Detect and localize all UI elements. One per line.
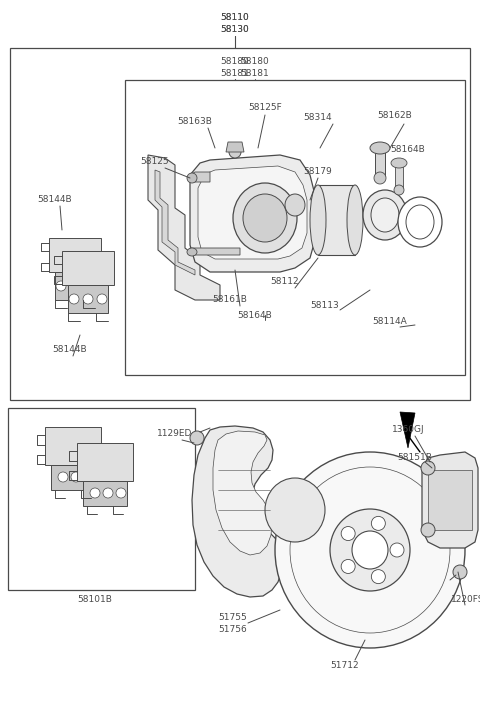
Ellipse shape <box>370 142 390 154</box>
Text: 58164B: 58164B <box>391 146 425 155</box>
Text: 58164B: 58164B <box>238 310 272 320</box>
Polygon shape <box>422 452 478 548</box>
Text: 58125: 58125 <box>141 158 169 167</box>
Text: 58144B: 58144B <box>53 346 87 354</box>
Ellipse shape <box>394 185 404 195</box>
Text: 1129ED: 1129ED <box>157 429 192 438</box>
Ellipse shape <box>56 281 66 291</box>
Ellipse shape <box>374 172 386 184</box>
Polygon shape <box>83 481 127 506</box>
Polygon shape <box>55 272 95 300</box>
Text: 58112: 58112 <box>271 278 300 286</box>
Polygon shape <box>68 285 108 313</box>
Ellipse shape <box>90 488 100 498</box>
Polygon shape <box>190 248 240 255</box>
Polygon shape <box>148 155 220 300</box>
Text: 51755: 51755 <box>218 614 247 622</box>
Ellipse shape <box>229 146 241 158</box>
Ellipse shape <box>363 190 407 240</box>
Polygon shape <box>226 142 244 152</box>
Polygon shape <box>190 172 210 182</box>
Polygon shape <box>51 465 95 490</box>
Polygon shape <box>428 470 472 530</box>
Ellipse shape <box>190 431 204 445</box>
Ellipse shape <box>330 509 410 591</box>
Text: 58180: 58180 <box>240 57 269 66</box>
Ellipse shape <box>84 472 94 482</box>
Text: 51712: 51712 <box>331 660 360 670</box>
Polygon shape <box>198 166 307 259</box>
Bar <box>125 80 465 375</box>
Polygon shape <box>77 443 133 481</box>
Text: 58179: 58179 <box>304 168 332 177</box>
Ellipse shape <box>310 185 326 255</box>
Polygon shape <box>318 185 355 255</box>
Ellipse shape <box>371 198 399 232</box>
Ellipse shape <box>233 183 297 253</box>
Ellipse shape <box>275 452 465 648</box>
Ellipse shape <box>347 185 363 255</box>
Text: 58181: 58181 <box>221 69 250 78</box>
Polygon shape <box>190 155 315 272</box>
Text: 58101B: 58101B <box>78 595 112 604</box>
Ellipse shape <box>187 248 197 256</box>
Text: 58162B: 58162B <box>378 112 412 120</box>
Text: 58114A: 58114A <box>372 317 408 327</box>
Ellipse shape <box>421 461 435 475</box>
Ellipse shape <box>341 527 355 541</box>
Bar <box>8 408 195 590</box>
Ellipse shape <box>83 294 93 304</box>
Ellipse shape <box>69 294 79 304</box>
Ellipse shape <box>243 194 287 242</box>
Text: 58110: 58110 <box>221 13 250 23</box>
Ellipse shape <box>103 488 113 498</box>
Ellipse shape <box>372 570 385 584</box>
Polygon shape <box>395 163 403 190</box>
Polygon shape <box>213 431 272 555</box>
Ellipse shape <box>421 523 435 537</box>
Text: 58180: 58180 <box>221 57 250 66</box>
Ellipse shape <box>285 194 305 216</box>
Polygon shape <box>45 427 101 465</box>
Text: 58181: 58181 <box>240 69 269 78</box>
Ellipse shape <box>116 488 126 498</box>
Text: 58161B: 58161B <box>213 296 247 305</box>
Ellipse shape <box>453 565 467 579</box>
Text: 1360GJ: 1360GJ <box>392 426 424 435</box>
Text: 58314: 58314 <box>304 114 332 122</box>
Ellipse shape <box>398 197 442 247</box>
Polygon shape <box>155 170 195 275</box>
Ellipse shape <box>70 281 80 291</box>
Text: 1220FS: 1220FS <box>451 595 480 604</box>
Ellipse shape <box>265 478 325 542</box>
Ellipse shape <box>390 543 404 557</box>
Ellipse shape <box>84 281 94 291</box>
Ellipse shape <box>58 472 68 482</box>
Text: 58151B: 58151B <box>397 453 432 462</box>
Ellipse shape <box>372 516 385 530</box>
Text: 58110: 58110 <box>221 13 250 23</box>
Ellipse shape <box>391 158 407 168</box>
Ellipse shape <box>71 472 81 482</box>
Text: 58130: 58130 <box>221 25 250 35</box>
Polygon shape <box>375 148 385 178</box>
Text: 58163B: 58163B <box>178 117 213 127</box>
Ellipse shape <box>97 294 107 304</box>
Text: 58113: 58113 <box>311 300 339 310</box>
Text: 58130: 58130 <box>221 25 250 35</box>
Text: 51756: 51756 <box>218 626 247 634</box>
Polygon shape <box>192 426 283 597</box>
Text: 58125F: 58125F <box>248 103 282 112</box>
Ellipse shape <box>352 531 388 569</box>
Bar <box>10 48 470 400</box>
Polygon shape <box>49 238 101 272</box>
Ellipse shape <box>187 173 197 183</box>
Text: 58144B: 58144B <box>38 196 72 204</box>
Polygon shape <box>400 412 415 448</box>
Polygon shape <box>62 251 114 285</box>
Ellipse shape <box>341 559 355 573</box>
